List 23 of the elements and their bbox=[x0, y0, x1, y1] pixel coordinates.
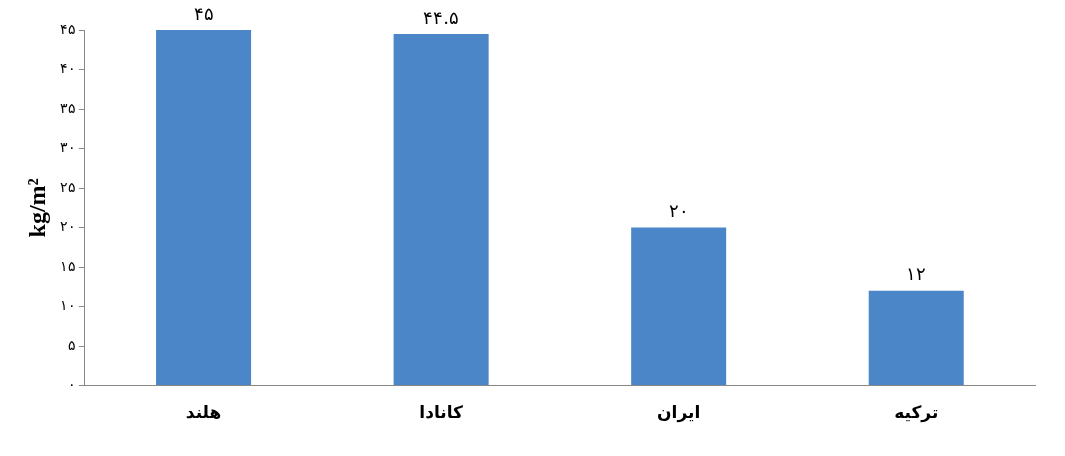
data-label: ۴۴.۵ bbox=[423, 6, 459, 28]
x-tick-label: هلند bbox=[185, 402, 222, 423]
x-tick-label: ایران bbox=[657, 402, 701, 424]
y-axis-title: kg/m² bbox=[23, 178, 50, 238]
bar bbox=[393, 33, 489, 386]
bar bbox=[156, 30, 252, 386]
bar bbox=[631, 227, 727, 386]
y-tick-label: ۴۰ bbox=[59, 60, 76, 77]
bar bbox=[868, 290, 964, 386]
data-label: ۱۲ bbox=[906, 263, 927, 285]
y-tick-label: ۵ bbox=[67, 336, 76, 353]
y-tick-label: ۲۰ bbox=[59, 218, 76, 235]
y-tick-label: ۰ bbox=[67, 376, 76, 393]
y-tick-label: ۳۰ bbox=[59, 139, 76, 156]
y-tick-label: ۲۵ bbox=[59, 178, 76, 195]
y-tick-label: ۱۵ bbox=[59, 257, 76, 274]
y-tick-label: ۴۵ bbox=[59, 20, 76, 37]
y-tick-label: ۱۰ bbox=[59, 297, 76, 314]
y-tick-label: ۳۵ bbox=[59, 99, 76, 116]
x-tick-label: ترکیه bbox=[894, 402, 939, 424]
data-label: ۴۵ bbox=[193, 2, 214, 24]
x-tick-label: کانادا bbox=[419, 402, 464, 423]
data-label: ۲۰ bbox=[668, 200, 689, 222]
